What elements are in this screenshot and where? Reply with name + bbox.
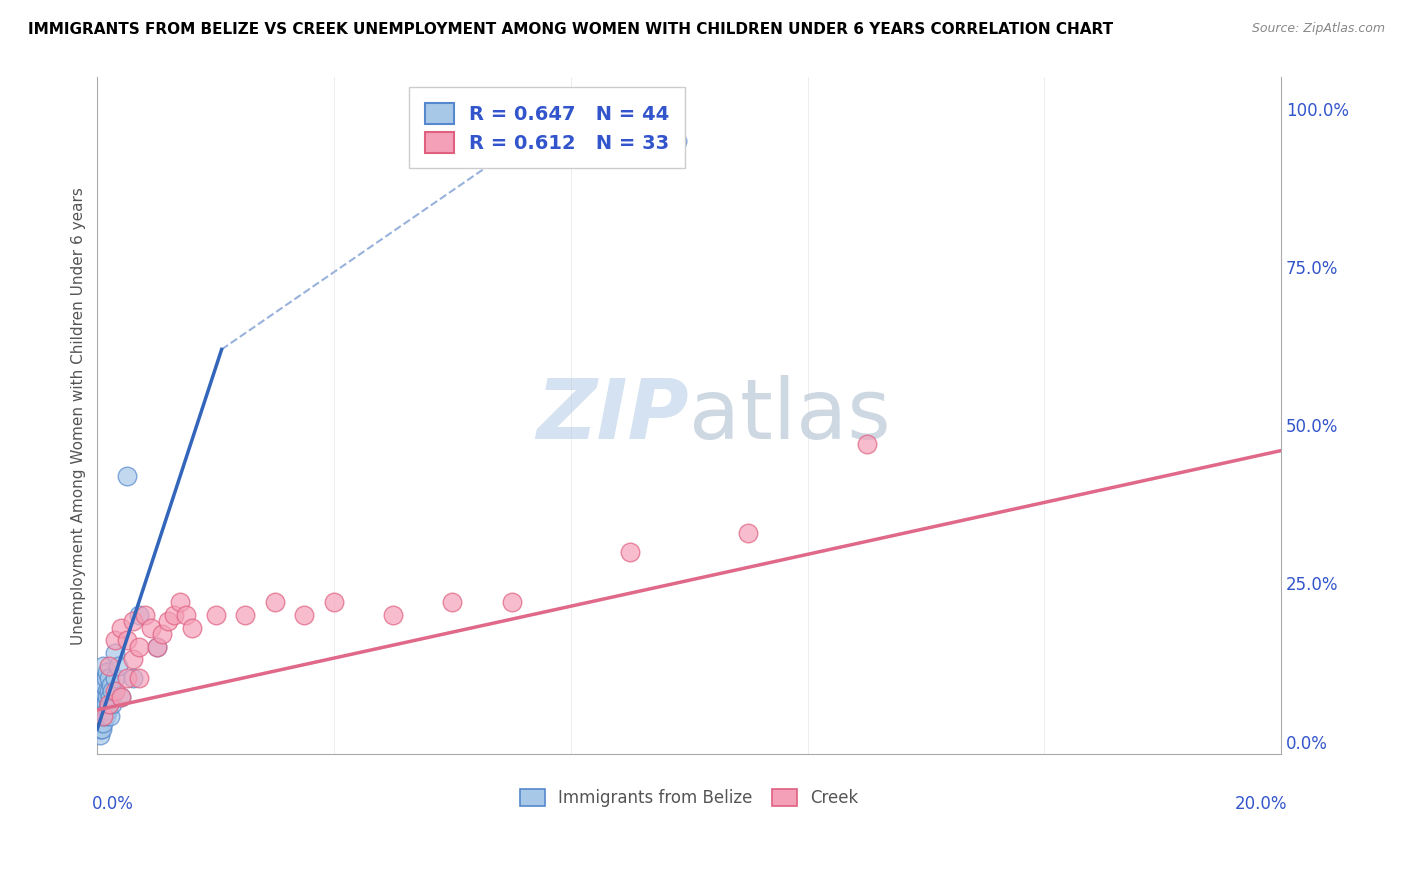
Point <box>121 652 143 666</box>
Point <box>98 671 121 685</box>
Point <box>91 709 114 723</box>
Point <box>97 703 120 717</box>
Point <box>128 608 150 623</box>
Point <box>619 545 641 559</box>
Point <box>134 608 156 623</box>
Point <box>121 671 143 685</box>
Point <box>115 633 138 648</box>
Point <box>89 709 111 723</box>
Point <box>294 608 316 623</box>
Point <box>91 684 114 698</box>
Point <box>115 469 138 483</box>
Point <box>152 627 174 641</box>
Point <box>737 525 759 540</box>
Point <box>96 671 118 685</box>
Point <box>93 678 115 692</box>
Point <box>104 684 127 698</box>
Point <box>93 703 115 717</box>
Point <box>91 709 114 723</box>
Point <box>163 608 186 623</box>
Point <box>104 646 127 660</box>
Point <box>90 690 112 705</box>
Point <box>100 678 122 692</box>
Point <box>91 703 114 717</box>
Text: ZIP: ZIP <box>537 376 689 457</box>
Point <box>181 621 204 635</box>
Point <box>98 697 121 711</box>
Point <box>90 715 112 730</box>
Point <box>382 608 405 623</box>
Point <box>145 640 167 654</box>
Legend: Immigrants from Belize, Creek: Immigrants from Belize, Creek <box>513 782 866 814</box>
Text: Source: ZipAtlas.com: Source: ZipAtlas.com <box>1251 22 1385 36</box>
Point <box>96 665 118 679</box>
Point <box>89 715 111 730</box>
Point <box>94 697 117 711</box>
Text: IMMIGRANTS FROM BELIZE VS CREEK UNEMPLOYMENT AMONG WOMEN WITH CHILDREN UNDER 6 Y: IMMIGRANTS FROM BELIZE VS CREEK UNEMPLOY… <box>28 22 1114 37</box>
Point <box>96 690 118 705</box>
Point <box>91 690 114 705</box>
Point <box>128 671 150 685</box>
Point <box>115 671 138 685</box>
Point <box>104 671 127 685</box>
Point <box>110 621 132 635</box>
Point <box>90 722 112 736</box>
Text: atlas: atlas <box>689 376 891 457</box>
Point <box>98 658 121 673</box>
Point <box>91 715 114 730</box>
Point <box>98 690 121 705</box>
Point <box>169 595 191 609</box>
Point <box>89 728 111 742</box>
Point <box>121 615 143 629</box>
Y-axis label: Unemployment Among Women with Children Under 6 years: Unemployment Among Women with Children U… <box>72 187 86 645</box>
Point <box>87 722 110 736</box>
Point <box>90 703 112 717</box>
Point <box>157 615 180 629</box>
Point <box>174 608 197 623</box>
Text: 0.0%: 0.0% <box>91 795 134 813</box>
Point <box>666 134 689 148</box>
Point <box>110 690 132 705</box>
Point <box>104 633 127 648</box>
Point <box>98 709 121 723</box>
Point <box>323 595 346 609</box>
Point <box>91 722 114 736</box>
Point <box>145 640 167 654</box>
Point <box>128 640 150 654</box>
Point <box>100 697 122 711</box>
Point <box>96 697 118 711</box>
Point <box>855 437 877 451</box>
Point <box>139 621 162 635</box>
Point <box>89 697 111 711</box>
Point <box>441 595 464 609</box>
Point <box>204 608 226 623</box>
Point <box>96 703 118 717</box>
Text: 20.0%: 20.0% <box>1234 795 1286 813</box>
Point <box>233 608 256 623</box>
Point <box>264 595 287 609</box>
Point <box>91 658 114 673</box>
Point <box>97 684 120 698</box>
Point <box>98 697 121 711</box>
Point <box>501 595 523 609</box>
Point <box>107 658 129 673</box>
Point <box>101 684 124 698</box>
Point <box>94 709 117 723</box>
Point <box>96 684 118 698</box>
Point <box>110 690 132 705</box>
